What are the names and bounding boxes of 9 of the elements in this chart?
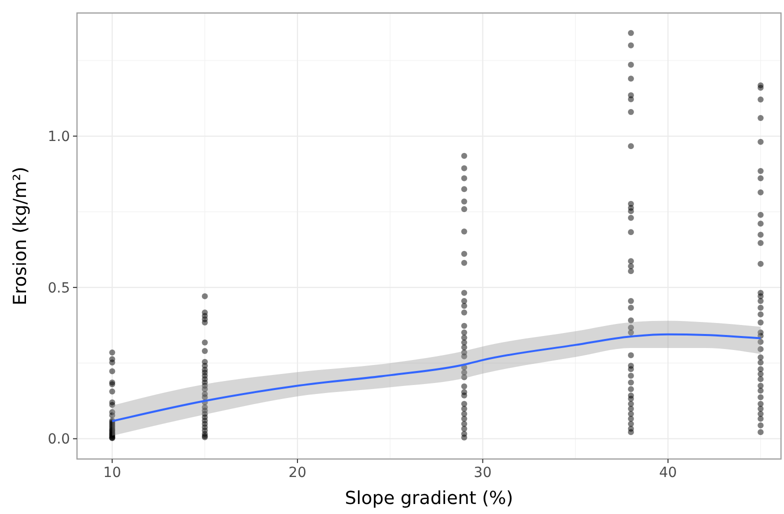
x-tick-label: 10 [103,465,122,481]
y-tick-label: 0.0 [48,432,70,448]
y-tick-label: 1.0 [48,129,70,146]
x-tick-label: 20 [288,465,306,481]
x-tick-label: 30 [474,465,492,481]
y-tick-label: 0.5 [48,280,70,296]
x-axis-title: Slope gradient (%) [344,488,514,509]
x-tick-label: 40 [659,465,677,481]
y-axis-title: Erosion (kg/m²) [10,166,31,306]
